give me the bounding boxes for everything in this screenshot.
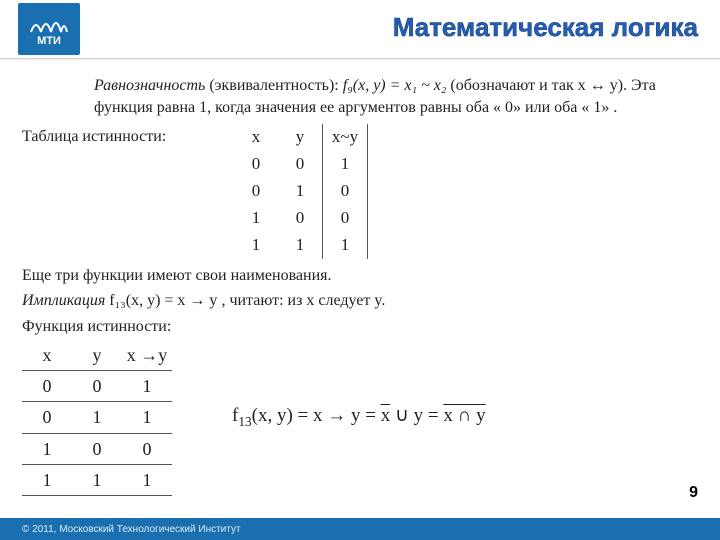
table-row: xyx →y — [22, 340, 172, 371]
copyright: © 2011, Московский Технологический Инсти… — [22, 524, 241, 535]
footer: © 2011, Московский Технологический Инсти… — [0, 518, 720, 540]
formula-f13-expanded: f13(x, y) = x → y = x ∪ y = x ∩ y — [232, 403, 486, 431]
truth-function-label: Функция истинности: — [22, 316, 698, 338]
table-row: 011 — [22, 402, 172, 433]
table-row: 001 — [22, 370, 172, 401]
formula-f9: f₉(x, y) = x₁ ~ x₂ — [343, 77, 447, 94]
term-equivalence: Равнозначность — [94, 77, 205, 94]
table-row: 001 — [234, 151, 368, 178]
table-row: 100 — [234, 205, 368, 232]
logo-arches-icon — [29, 12, 69, 34]
truth-table-1-row: Таблица истинности: x y x~y 001 010 100 … — [22, 124, 698, 259]
page-number: 9 — [689, 484, 698, 502]
formula-f13-def: f₁₃(x, y) = x → y — [109, 292, 217, 309]
page-title: Математическая логика — [393, 12, 698, 43]
truth-table-equivalence: x y x~y 001 010 100 111 — [234, 124, 368, 259]
header: МТИ Математическая логика — [0, 0, 720, 59]
table-row: 010 — [234, 178, 368, 205]
paragraph-implication: Импликация f₁₃(x, y) = x → y , читают: и… — [22, 290, 698, 312]
logo: МТИ — [18, 3, 80, 55]
content: Равнозначность (эквивалентность): f₉(x, … — [0, 59, 720, 496]
paragraph-equivalence: Равнозначность (эквивалентность): f₉(x, … — [58, 75, 698, 118]
truth-table-2-row: xyx →y 001 011 100 111 f13(x, y) = x → y… — [22, 338, 698, 496]
truth-table-1-label: Таблица истинности: — [22, 124, 234, 148]
logo-text: МТИ — [37, 35, 61, 47]
table-row: 111 — [22, 464, 172, 495]
table-row: 111 — [234, 232, 368, 259]
table-row: 100 — [22, 433, 172, 464]
term-implication: Импликация — [22, 292, 109, 309]
truth-table-implication: xyx →y 001 011 100 111 — [22, 340, 172, 496]
table-row: x y x~y — [234, 124, 368, 151]
paragraph-three-functions: Еще три функции имеют свои наименования. — [22, 265, 698, 287]
